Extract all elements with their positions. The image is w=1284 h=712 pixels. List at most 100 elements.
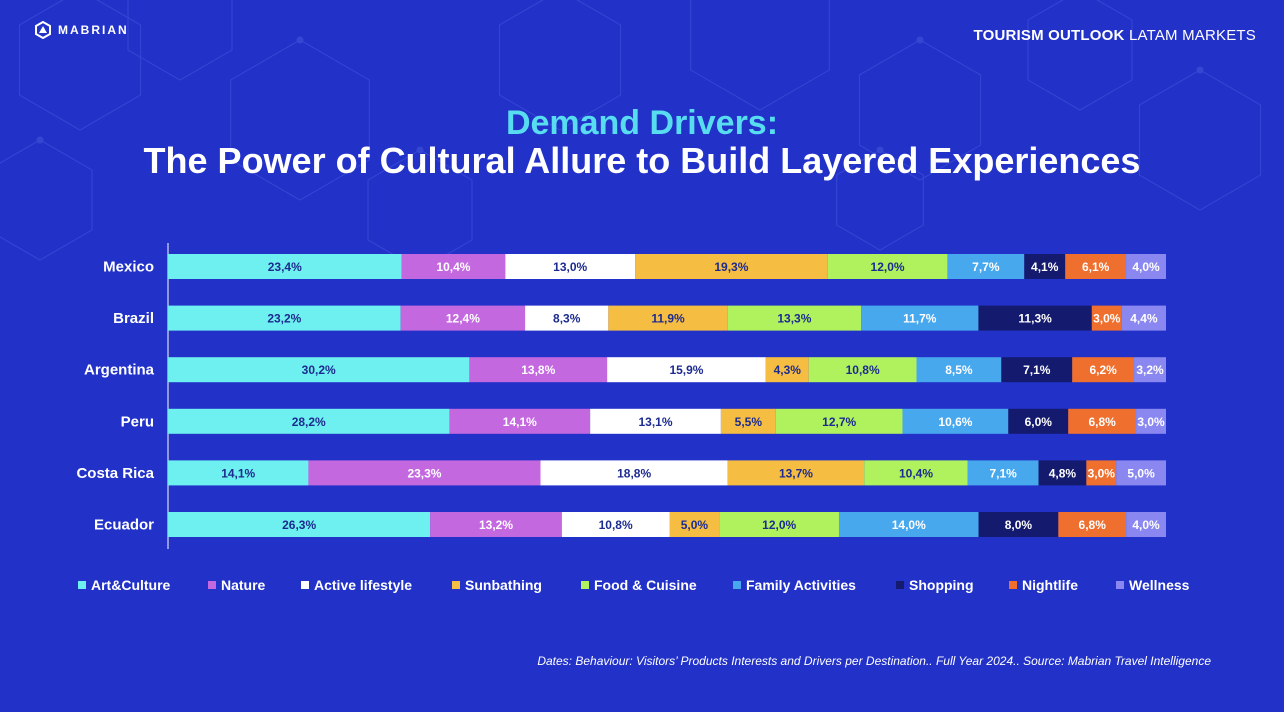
data-label: 12,7% bbox=[822, 415, 856, 429]
data-label: 12,4% bbox=[446, 312, 480, 326]
bar-segment bbox=[1126, 254, 1166, 279]
background-hexagon bbox=[18, 0, 142, 131]
bar-segment bbox=[1058, 512, 1127, 537]
report-header: TOURISM OUTLOOK LATAM MARKETS bbox=[974, 27, 1257, 44]
bar-segment bbox=[168, 512, 431, 537]
background-hexagon bbox=[498, 0, 622, 131]
data-label: 26,3% bbox=[282, 518, 316, 532]
data-label: 6,2% bbox=[1089, 363, 1117, 377]
category-label: Ecuador bbox=[94, 517, 154, 534]
bar-segment bbox=[669, 512, 720, 537]
bar-segment bbox=[967, 460, 1039, 486]
bar-segment bbox=[864, 460, 968, 486]
data-label: 3,0% bbox=[1088, 466, 1116, 480]
bar-segment bbox=[719, 512, 839, 537]
data-label: 11,3% bbox=[1018, 312, 1052, 326]
legend-item: Active lifestyle bbox=[301, 577, 452, 593]
legend-label: Nature bbox=[221, 577, 266, 593]
data-label: 12,0% bbox=[871, 260, 905, 274]
bar-segment bbox=[1086, 460, 1117, 486]
legend-label: Sunbathing bbox=[465, 577, 542, 593]
background-hexagon bbox=[858, 39, 982, 181]
bar-segment bbox=[1001, 357, 1073, 383]
bar-segment bbox=[1116, 460, 1166, 486]
report-title-bold: TOURISM OUTLOOK bbox=[973, 27, 1125, 44]
legend-label: Active lifestyle bbox=[314, 577, 413, 593]
data-label: 28,2% bbox=[292, 415, 326, 429]
page-title-line2: The Power of Cultural Allure to Build La… bbox=[143, 140, 1141, 181]
data-label: 13,2% bbox=[479, 518, 513, 532]
legend-swatch bbox=[581, 581, 589, 589]
bar-segment bbox=[916, 357, 1002, 383]
data-label: 3,0% bbox=[1137, 415, 1165, 429]
data-label: 5,0% bbox=[681, 518, 709, 532]
data-label: 6,8% bbox=[1079, 518, 1107, 532]
data-label: 23,4% bbox=[268, 260, 302, 274]
bar-segment bbox=[947, 254, 1025, 279]
bar-segment bbox=[608, 305, 728, 331]
data-label: 12,0% bbox=[762, 518, 796, 532]
data-label: 4,4% bbox=[1130, 312, 1158, 326]
data-label: 6,0% bbox=[1025, 415, 1053, 429]
data-label: 8,0% bbox=[1005, 518, 1033, 532]
bar-segment bbox=[1065, 254, 1127, 279]
background-node bbox=[416, 146, 424, 154]
data-label: 4,3% bbox=[774, 363, 802, 377]
legend-item: Wellness bbox=[1116, 577, 1216, 593]
data-label: 6,8% bbox=[1088, 415, 1116, 429]
legend-item: Art&Culture bbox=[78, 577, 208, 593]
bar-segment bbox=[1136, 408, 1166, 434]
bar-segment bbox=[827, 254, 948, 279]
data-label: 8,5% bbox=[945, 363, 973, 377]
legend-item: Sunbathing bbox=[452, 577, 581, 593]
data-label: 13,3% bbox=[777, 312, 811, 326]
bar-segment bbox=[607, 357, 766, 383]
bar-segment bbox=[540, 460, 728, 486]
category-label: Mexico bbox=[103, 259, 154, 276]
data-label: 13,7% bbox=[779, 466, 813, 480]
background-node bbox=[876, 146, 884, 154]
background-node bbox=[916, 36, 924, 44]
data-label: 15,9% bbox=[669, 363, 703, 377]
data-label: 13,0% bbox=[553, 260, 587, 274]
bar-segment bbox=[775, 408, 903, 434]
bar-segment bbox=[168, 460, 309, 486]
legend-label: Art&Culture bbox=[91, 577, 171, 593]
data-label: 10,8% bbox=[846, 363, 880, 377]
bar-segment bbox=[449, 408, 591, 434]
legend-swatch bbox=[301, 581, 309, 589]
background-hexagon bbox=[230, 39, 370, 201]
bar-segment bbox=[1091, 305, 1122, 331]
source-footnote: Dates: Behaviour: Visitors’ Products Int… bbox=[537, 654, 1211, 668]
bar-segment bbox=[400, 305, 526, 331]
category-label: Costa Rica bbox=[76, 465, 154, 482]
data-label: 14,1% bbox=[221, 466, 255, 480]
background-hexagon bbox=[0, 139, 93, 261]
bar-segment bbox=[727, 305, 862, 331]
bar-segment bbox=[727, 460, 865, 486]
bar-segment bbox=[902, 408, 1009, 434]
data-label: 10,4% bbox=[899, 466, 933, 480]
legend-item: Nature bbox=[208, 577, 301, 593]
bar-segment bbox=[1038, 460, 1087, 486]
legend-swatch bbox=[1009, 581, 1017, 589]
data-label: 23,3% bbox=[407, 466, 441, 480]
legend-label: Wellness bbox=[1129, 577, 1190, 593]
bar-segment bbox=[168, 305, 401, 331]
background-node bbox=[296, 36, 304, 44]
legend-swatch bbox=[208, 581, 216, 589]
bar-segment bbox=[401, 254, 506, 279]
bar-segment bbox=[1134, 357, 1166, 383]
bar-segment bbox=[978, 512, 1059, 537]
background-node bbox=[1196, 66, 1204, 74]
legend-item: Food & Cuisine bbox=[581, 577, 733, 593]
bar-segment bbox=[168, 357, 470, 383]
bar-segment bbox=[1072, 357, 1135, 383]
data-label: 19,3% bbox=[714, 260, 748, 274]
bar-segment bbox=[525, 305, 609, 331]
data-label: 4,1% bbox=[1031, 260, 1059, 274]
data-label: 5,0% bbox=[1127, 466, 1155, 480]
bar-segment bbox=[505, 254, 636, 279]
